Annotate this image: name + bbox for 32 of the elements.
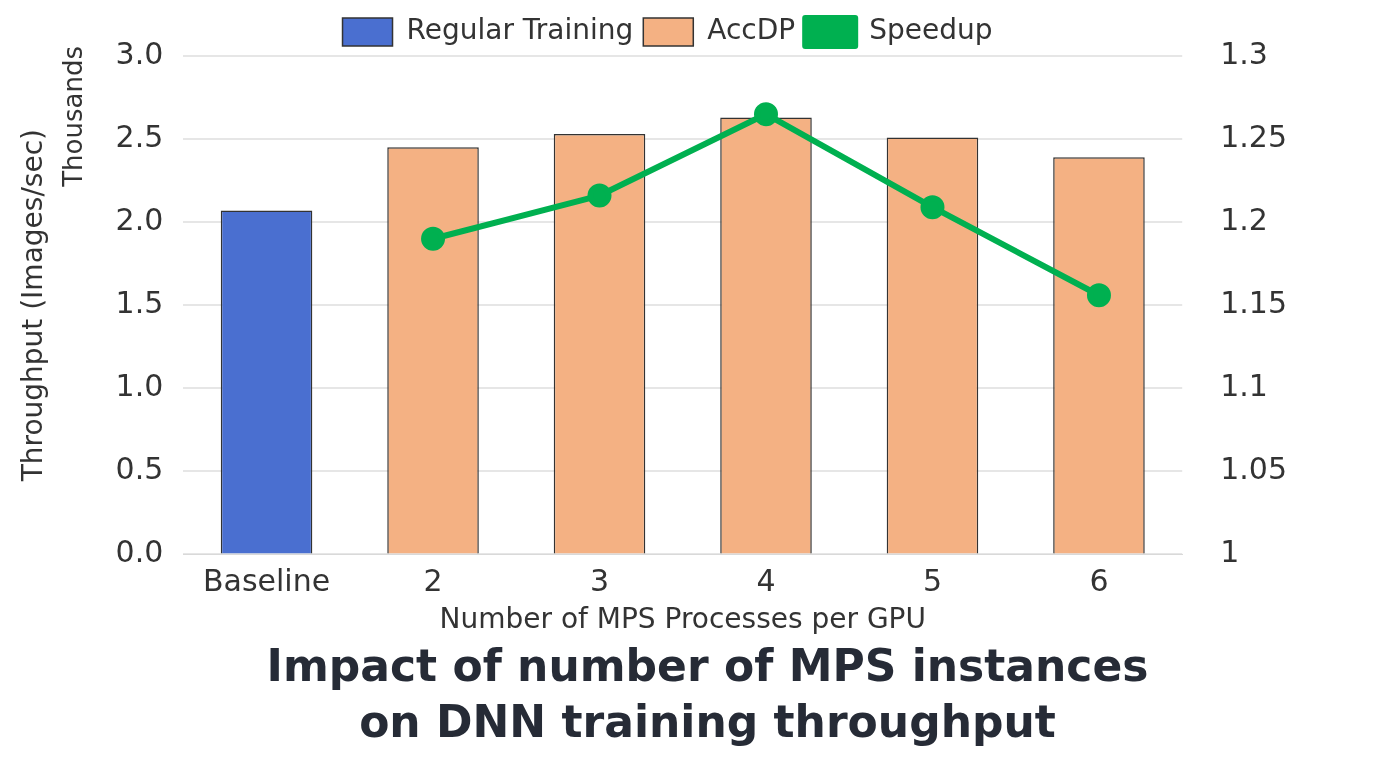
y-tick-label: 0.5 — [115, 451, 164, 487]
y-tick-label: 1.0 — [115, 368, 164, 404]
y2-tick-label: 1 — [1220, 534, 1240, 570]
x-tick-label: 5 — [922, 563, 943, 599]
y-tick-label: 1.5 — [115, 285, 164, 320]
point — [920, 195, 945, 220]
y-tick-label: 2.5 — [115, 118, 164, 154]
point — [754, 102, 778, 127]
y-tick-label: 3.0 — [115, 35, 164, 71]
legend-label: AccDP — [707, 13, 796, 47]
y2-tick-label: 1.05 — [1220, 451, 1287, 487]
x-tick-label: Baseline — [202, 563, 331, 599]
legend-label: Regular Training — [406, 13, 634, 47]
y2-tick-label: 1.3 — [1220, 35, 1268, 71]
y2-tick-label: 1.15 — [1220, 285, 1287, 320]
y2-tick-label: 1.2 — [1220, 201, 1268, 237]
y-tick-label: 2.0 — [115, 201, 164, 237]
text: Impact of number of MPS instances on DNN training throughput — [265, 639, 1150, 749]
y2-tick-label: 1.25 — [1220, 118, 1287, 154]
x-tick-label: 6 — [1089, 563, 1109, 599]
point — [587, 183, 612, 208]
text: Thousands — [57, 46, 88, 188]
x-tick-label: 3 — [589, 563, 610, 599]
y2-tick-label: 1.1 — [1220, 368, 1268, 404]
x-tick-label: 2 — [423, 563, 443, 599]
legend-label: Speedup — [869, 13, 993, 47]
x-axis-title: Number of MPS Processes per GPU — [439, 602, 926, 636]
y-tick-label: 0.0 — [115, 534, 164, 570]
point — [1086, 283, 1111, 308]
x-tick-label: 4 — [756, 563, 776, 599]
y-axis-title: Throughput (Images/sec) — [16, 129, 50, 483]
point — [421, 226, 446, 251]
